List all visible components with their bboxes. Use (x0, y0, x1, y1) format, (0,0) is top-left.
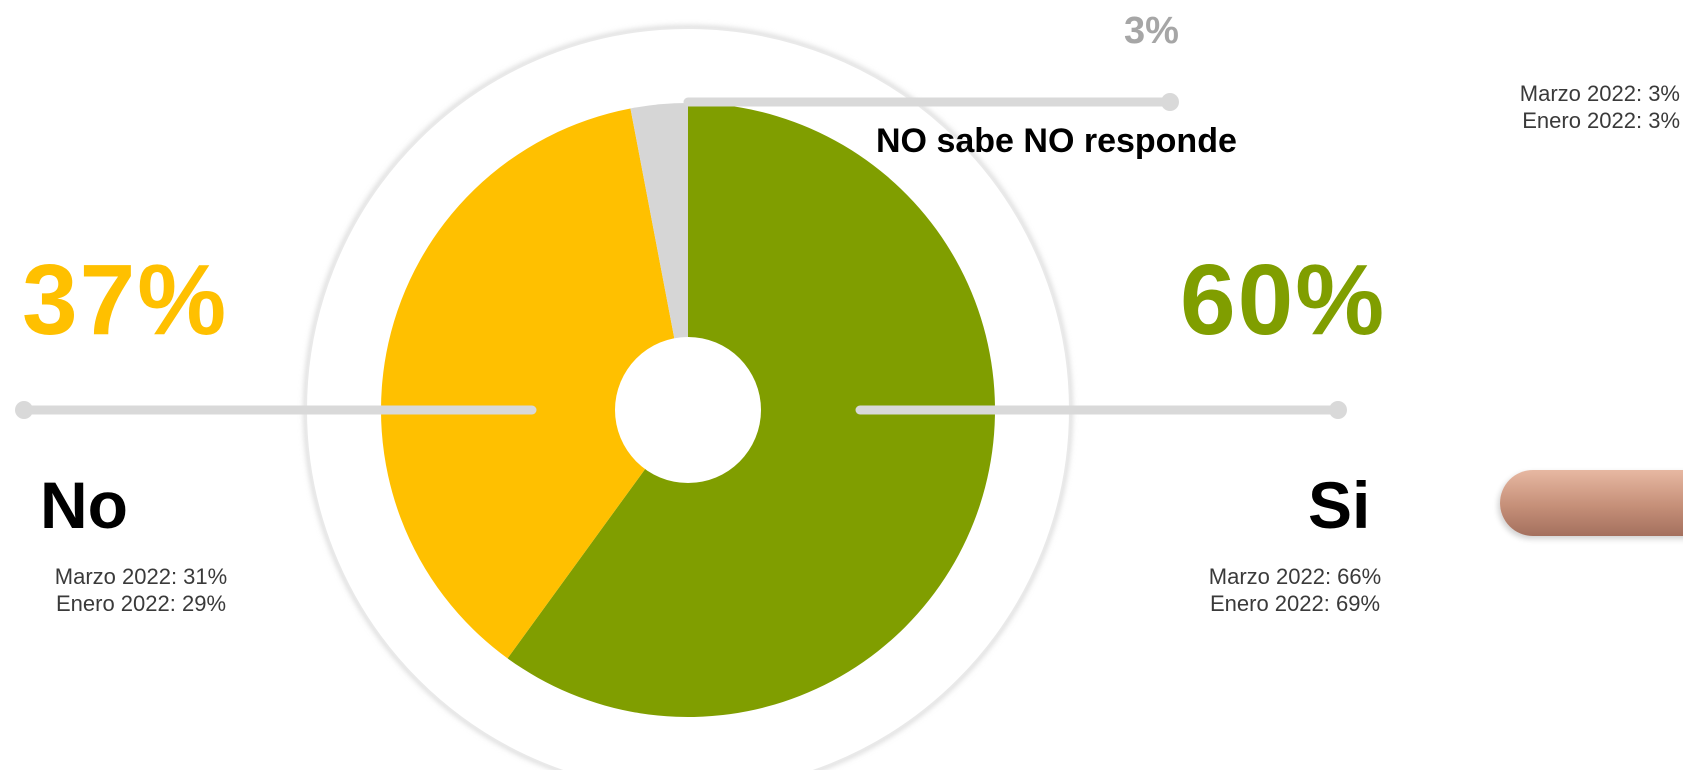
slice-nsnr-history: Marzo 2022: 3% Enero 2022: 3% (1500, 80, 1680, 134)
slice-no (380, 108, 688, 659)
slice-no-percentage: 37% (22, 244, 229, 356)
slice-nsnr-label: NO sabe NO responde (876, 122, 1237, 160)
slice-si-label: Si (1308, 468, 1371, 542)
slice-si-percentage: 60% (1180, 244, 1387, 356)
history-line: Enero 2022: 29% (55, 591, 227, 616)
slice-nsnr (630, 103, 688, 410)
leader-dot-si (1329, 401, 1347, 419)
slice-nsnr-percentage: 3% (1124, 10, 1179, 52)
history-line: Enero 2022: 69% (1209, 591, 1381, 616)
history-line: Marzo 2022: 3% (1519, 81, 1680, 106)
slice-si-history: Marzo 2022: 66% Enero 2022: 69% (1164, 563, 1426, 617)
slice-no-label: No (40, 468, 128, 542)
history-line: Enero 2022: 3% (1522, 108, 1680, 133)
history-line: Marzo 2022: 31% (54, 564, 228, 589)
leader-dot-no (15, 401, 33, 419)
donut-hole (615, 337, 761, 483)
pointing-finger-image (1500, 470, 1683, 536)
leader-dot-nsnr (1161, 93, 1179, 111)
slice-no-history: Marzo 2022: 31% Enero 2022: 29% (10, 563, 272, 617)
history-line: Marzo 2022: 66% (1208, 564, 1382, 589)
